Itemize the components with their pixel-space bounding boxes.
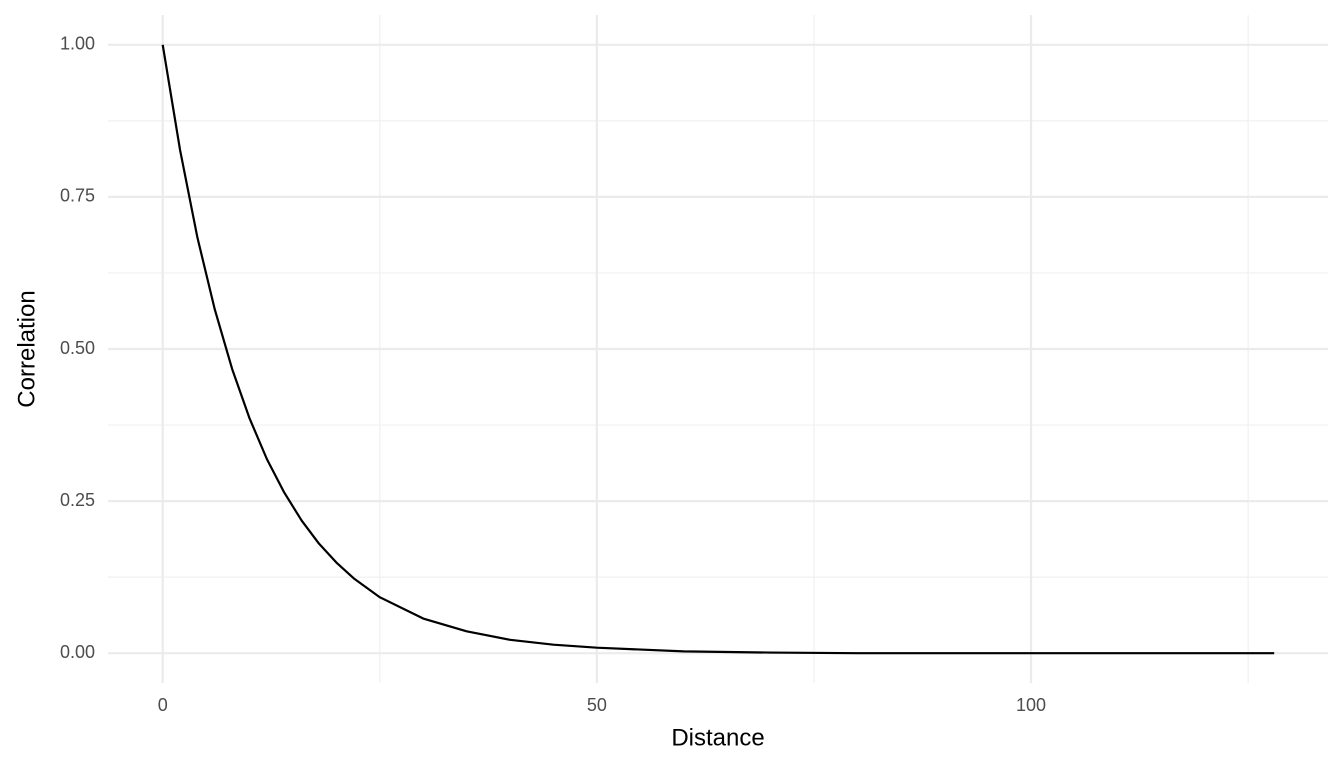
y-tick-label: 0.75 <box>60 186 95 206</box>
x-tick-label: 0 <box>158 695 168 715</box>
x-axis-title: Distance <box>671 724 764 751</box>
y-tick-label: 0.25 <box>60 490 95 510</box>
x-tick-label: 100 <box>1016 695 1046 715</box>
line <box>161 44 1275 655</box>
y-tick-label: 0.00 <box>60 642 95 662</box>
y-axis-title: Correlation <box>13 290 40 407</box>
y-tick-label: 1.00 <box>60 34 95 54</box>
x-tick-label: 50 <box>587 695 607 715</box>
y-tick-label: 0.50 <box>60 338 95 358</box>
